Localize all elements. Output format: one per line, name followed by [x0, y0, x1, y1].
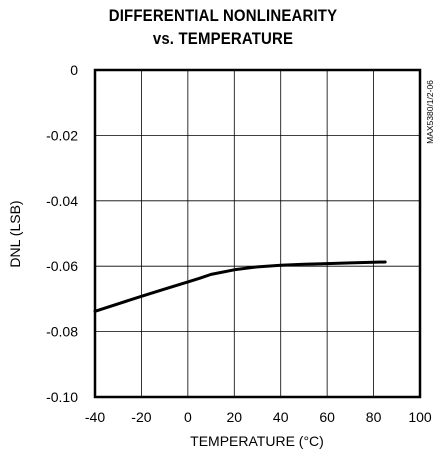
chart-title-line2: vs. TEMPERATURE [152, 29, 294, 48]
y-axis-label: DNL (LSB) [7, 200, 23, 267]
grid-lines [94, 69, 421, 398]
dnl-series-line [93, 260, 387, 313]
plot-frame [93, 68, 422, 399]
chart-title-line1: DIFFERENTIAL NONLINEARITY [108, 6, 338, 25]
y-tick-label: -0.02 [46, 127, 78, 143]
y-tick-labels: 0 -0.02 -0.04 -0.06 -0.08 -0.10 [46, 62, 78, 405]
x-tick-labels: -40 -20 0 20 40 60 80 100 [85, 409, 432, 425]
x-tick-label: 80 [366, 409, 382, 425]
x-tick-label: 20 [226, 409, 242, 425]
x-tick-label: 60 [319, 409, 335, 425]
y-tick-label: -0.10 [46, 389, 78, 405]
y-tick-label: 0 [70, 62, 78, 78]
x-tick-label: 100 [408, 409, 432, 425]
x-tick-label: -20 [131, 409, 151, 425]
part-number-annotation: MAX5380/1/2-06 [425, 80, 435, 144]
y-tick-label: -0.08 [46, 324, 78, 340]
x-tick-label: -40 [85, 409, 105, 425]
y-tick-label: -0.06 [46, 258, 78, 274]
x-axis-label: TEMPERATURE (°C) [190, 433, 324, 449]
y-tick-label: -0.04 [46, 193, 78, 209]
x-tick-label: 0 [184, 409, 192, 425]
x-tick-label: 40 [273, 409, 289, 425]
